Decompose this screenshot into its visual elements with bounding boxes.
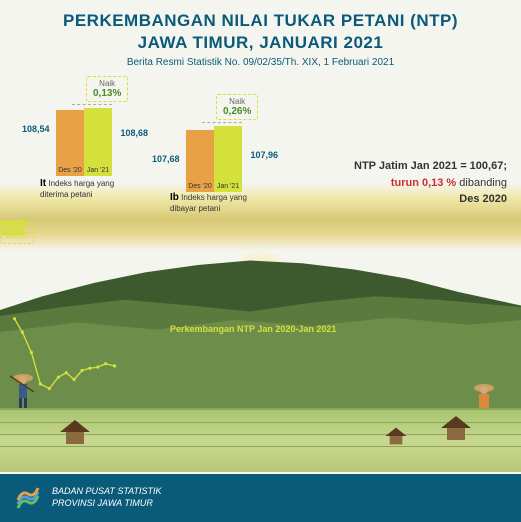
ib-jan-val: 107,96	[250, 150, 278, 160]
title-line1: PERKEMBANGAN NILAI TUKAR PETANI (NTP)	[0, 10, 521, 32]
it-arrow	[72, 104, 112, 105]
bps-logo-icon	[14, 484, 42, 512]
footer: BADAN PUSAT STATISTIK PROVINSI JAWA TIMU…	[0, 474, 521, 522]
it-bar-des: Des '20	[56, 110, 84, 176]
ib-arrow	[202, 122, 242, 123]
ib-text: Indeks harga yang dibayar petani	[170, 193, 247, 213]
it-bars: Des '20 Jan '21 108,54 108,68	[56, 108, 112, 176]
ib-label: Ib Indeks harga yang dibayar petani	[170, 192, 270, 214]
trend-title: Perkembangan NTP Jan 2020-Jan 2021	[170, 324, 336, 334]
footer-text: BADAN PUSAT STATISTIK PROVINSI JAWA TIMU…	[52, 486, 162, 509]
it-naik-label: Naik	[93, 79, 121, 88]
footer-line1: BADAN PUSAT STATISTIK	[52, 486, 162, 498]
it-des-val: 108,54	[22, 124, 50, 134]
hut-icon	[60, 420, 90, 444]
it-naik-box: Naik 0,13%	[86, 76, 128, 102]
ib-bars: Des '20 Jan '21 107,68 107,96	[186, 126, 242, 192]
summary-line3: Des 2020	[459, 193, 507, 205]
it-bar-jan: Jan '21	[84, 108, 112, 176]
it-code: It	[40, 178, 46, 189]
summary-line1: NTP Jatim Jan 2021 = 100,67;	[354, 160, 507, 172]
ib-naik-val: 0,26%	[223, 106, 251, 117]
ib-bar-des: Des '20	[186, 130, 214, 192]
ib-bar-jan: Jan '21	[214, 126, 242, 192]
it-jan-label: Jan '21	[84, 167, 112, 174]
footer-line2: PROVINSI JAWA TIMUR	[52, 498, 162, 510]
ib-des-label: Des '20	[186, 183, 214, 190]
ib-jan-label: Jan '21	[214, 183, 242, 190]
hut-icon	[386, 428, 407, 445]
hut-icon	[441, 416, 471, 440]
stats-area: Naik 0,13% Des '20 Jan '21 108,54 108,68…	[0, 72, 521, 222]
trend-point-label: Jan-21100,67	[0, 220, 34, 244]
it-naik-val: 0,13%	[93, 88, 121, 99]
it-text: Indeks harga yang diterima petani	[40, 179, 114, 199]
subtitle: Berita Resmi Statistik No. 09/02/35/Th. …	[0, 57, 521, 68]
header: PERKEMBANGAN NILAI TUKAR PETANI (NTP) JA…	[0, 0, 521, 72]
summary-block: NTP Jatim Jan 2021 = 100,67; turun 0,13 …	[354, 158, 507, 208]
ib-naik-box: Naik 0,26%	[216, 94, 258, 120]
ib-code: Ib	[170, 192, 179, 203]
ib-naik-label: Naik	[223, 97, 251, 106]
summary-red: turun 0,13 %	[391, 177, 456, 189]
scene: Perkembangan NTP Jan 2020-Jan 2021 Jan-2…	[0, 220, 521, 480]
summary-l2: dibanding	[456, 177, 507, 189]
it-des-label: Des '20	[56, 167, 84, 174]
ib-des-val: 107,68	[152, 154, 180, 164]
title-line2: JAWA TIMUR, JANUARI 2021	[0, 32, 521, 54]
it-jan-val: 108,68	[120, 128, 148, 138]
it-label: It Indeks harga yang diterima petani	[40, 178, 130, 200]
